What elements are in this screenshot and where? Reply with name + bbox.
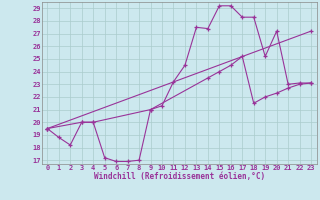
X-axis label: Windchill (Refroidissement éolien,°C): Windchill (Refroidissement éolien,°C) [94,172,265,181]
